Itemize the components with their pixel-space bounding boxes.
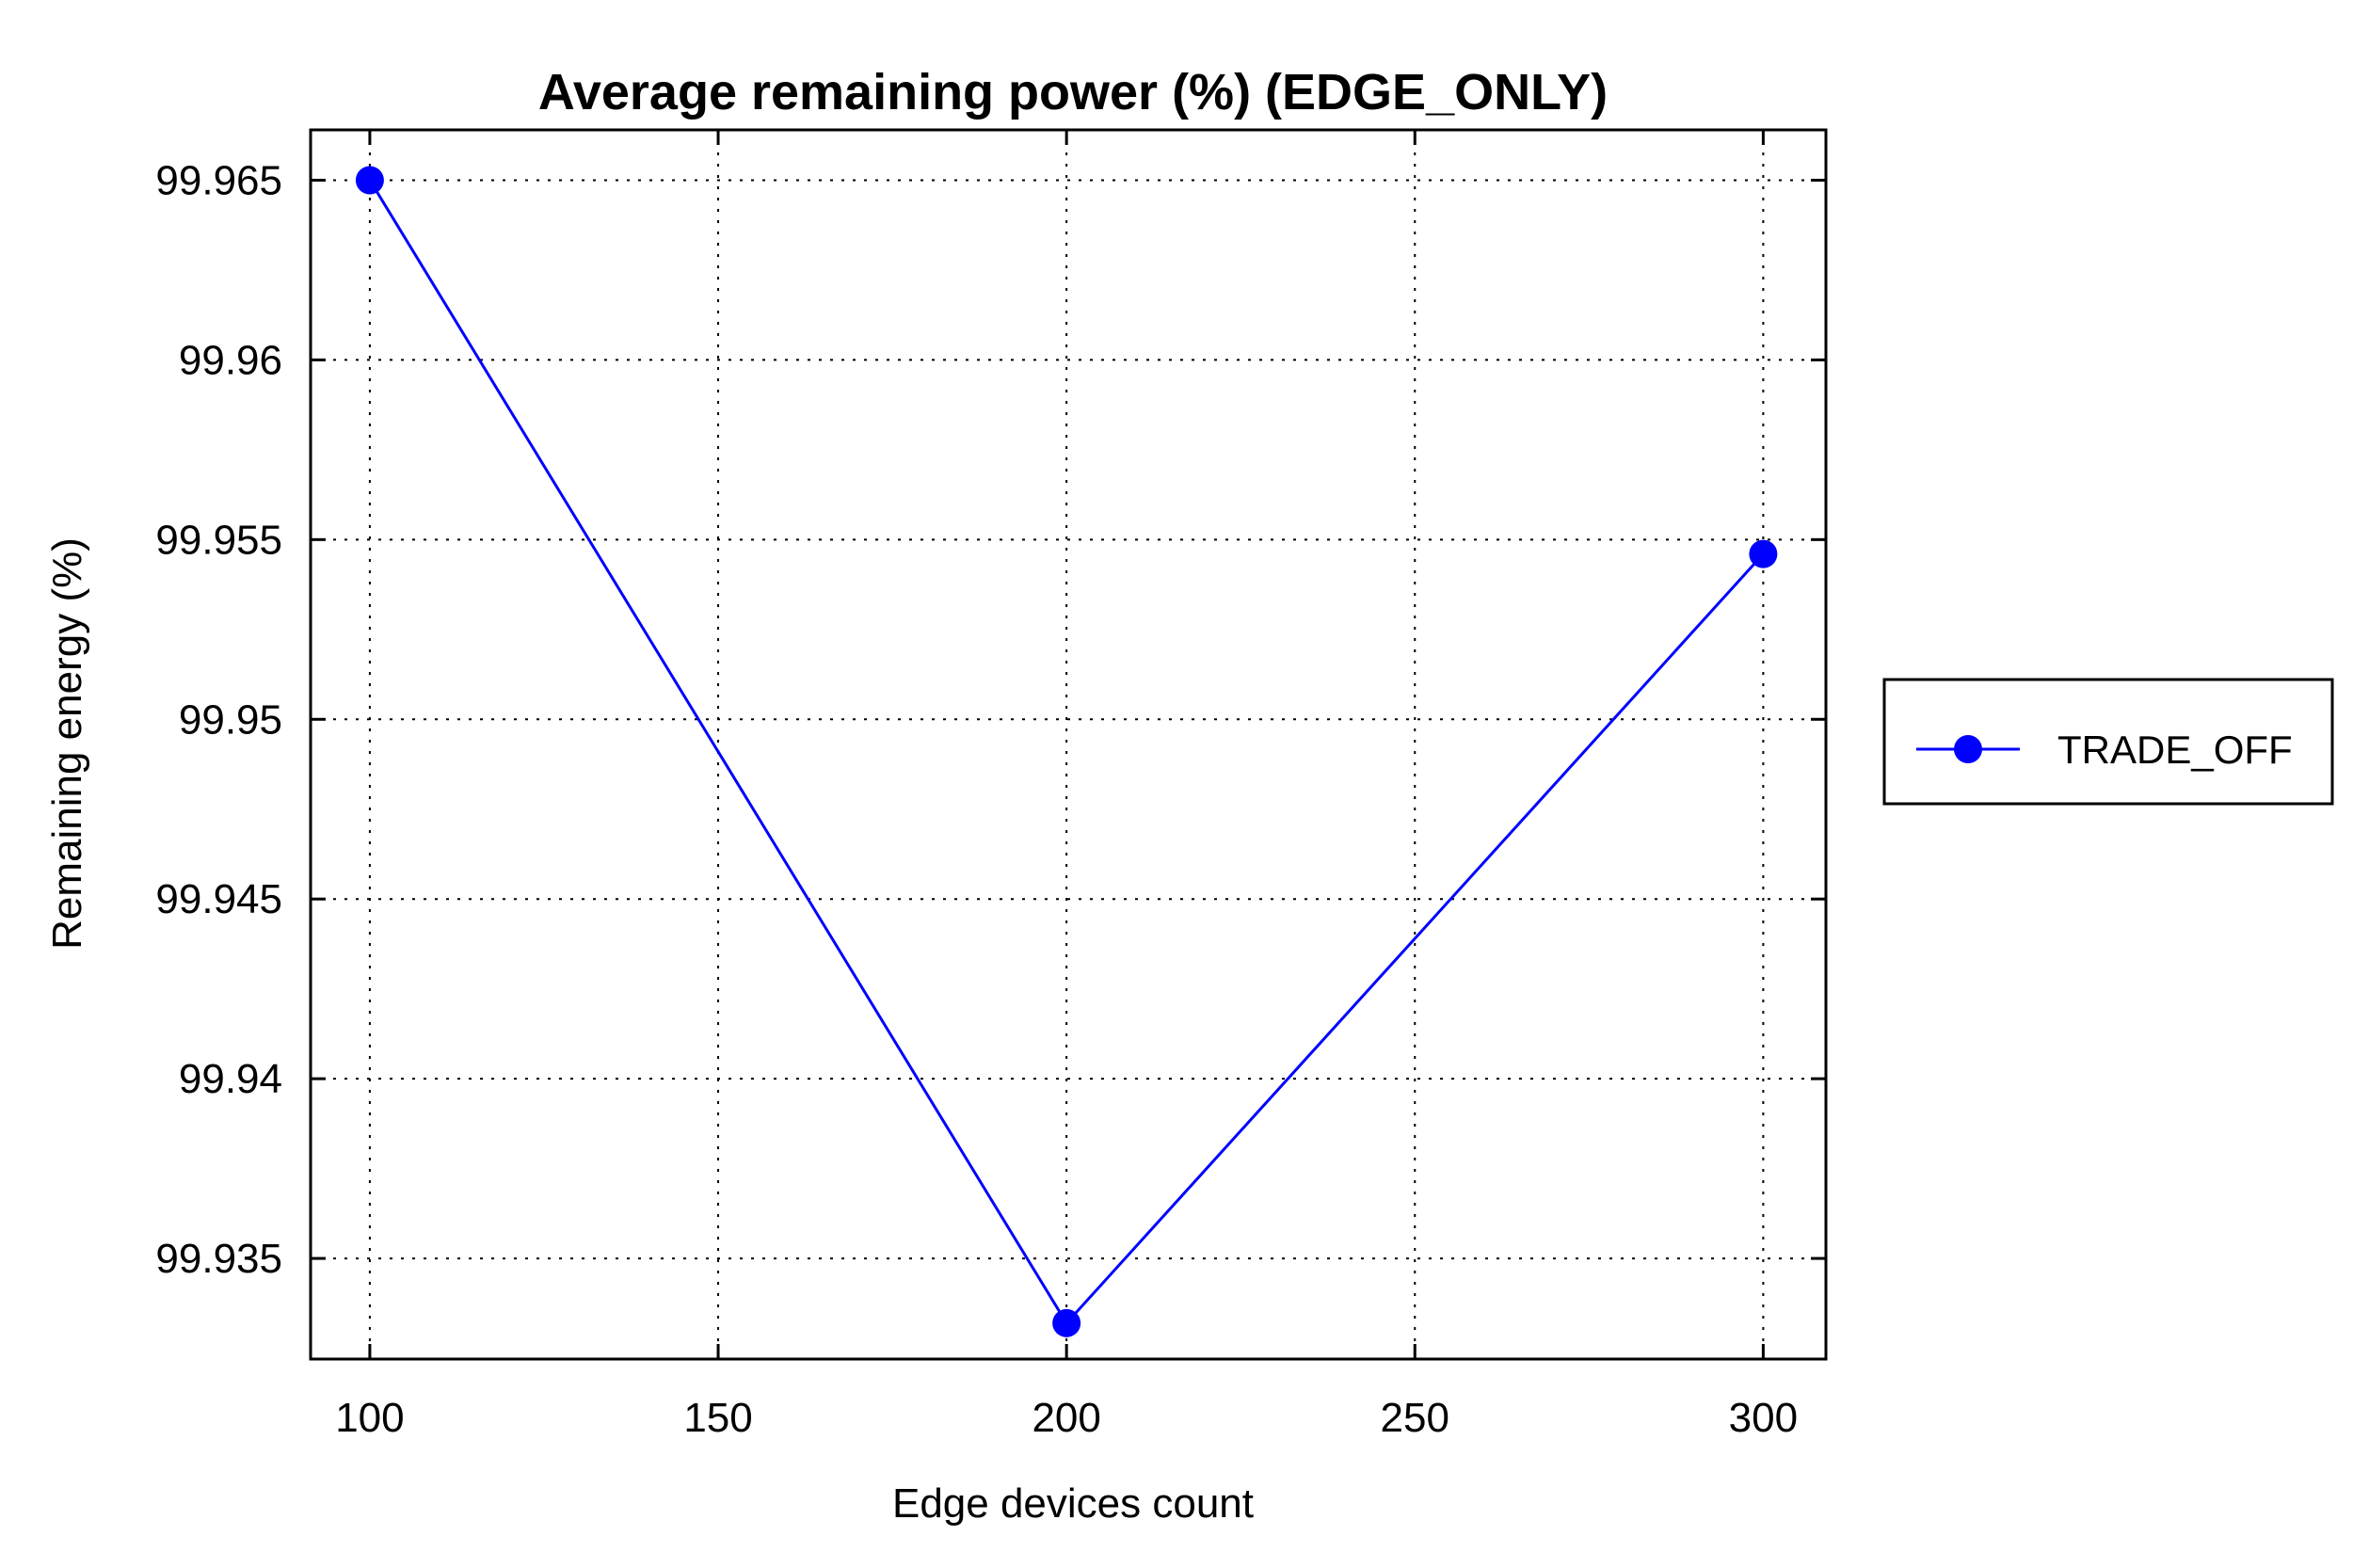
series-layer <box>355 166 1778 1337</box>
data-point <box>1052 1308 1081 1337</box>
data-point <box>1749 539 1778 568</box>
x-tick-label: 250 <box>1381 1395 1449 1441</box>
data-point <box>355 166 384 195</box>
x-tick-label: 100 <box>335 1395 404 1441</box>
plot-frame <box>309 128 1828 1361</box>
x-tick-label: 300 <box>1729 1395 1798 1441</box>
y-tick-label: 99.96 <box>179 337 282 383</box>
x-tick-label: 150 <box>683 1395 752 1441</box>
legend-marker <box>1954 735 1982 763</box>
grid <box>311 130 1826 1359</box>
y-tick-label: 99.945 <box>155 876 282 922</box>
legend: TRADE_OFF <box>1882 678 2334 806</box>
y-tick-label: 99.95 <box>179 696 282 743</box>
chart-title: Average remaining power (%) (EDGE_ONLY) <box>538 64 1608 120</box>
x-tick-label: 200 <box>1032 1395 1100 1441</box>
legend-label-trade-off: TRADE_OFF <box>2057 728 2293 772</box>
y-tick-label: 99.94 <box>179 1056 282 1102</box>
y-tick-label: 99.935 <box>155 1236 282 1282</box>
y-tick-label: 99.965 <box>155 157 282 203</box>
y-tick-label: 99.955 <box>155 517 282 563</box>
y-axis-label: Remaining energy (%) <box>44 537 90 950</box>
ticks: 100 150 200 250 300 99.935 99.94 99.945 99.95 99.… <box>155 130 1826 1441</box>
x-axis-label: Edge devices count <box>892 1480 1254 1527</box>
